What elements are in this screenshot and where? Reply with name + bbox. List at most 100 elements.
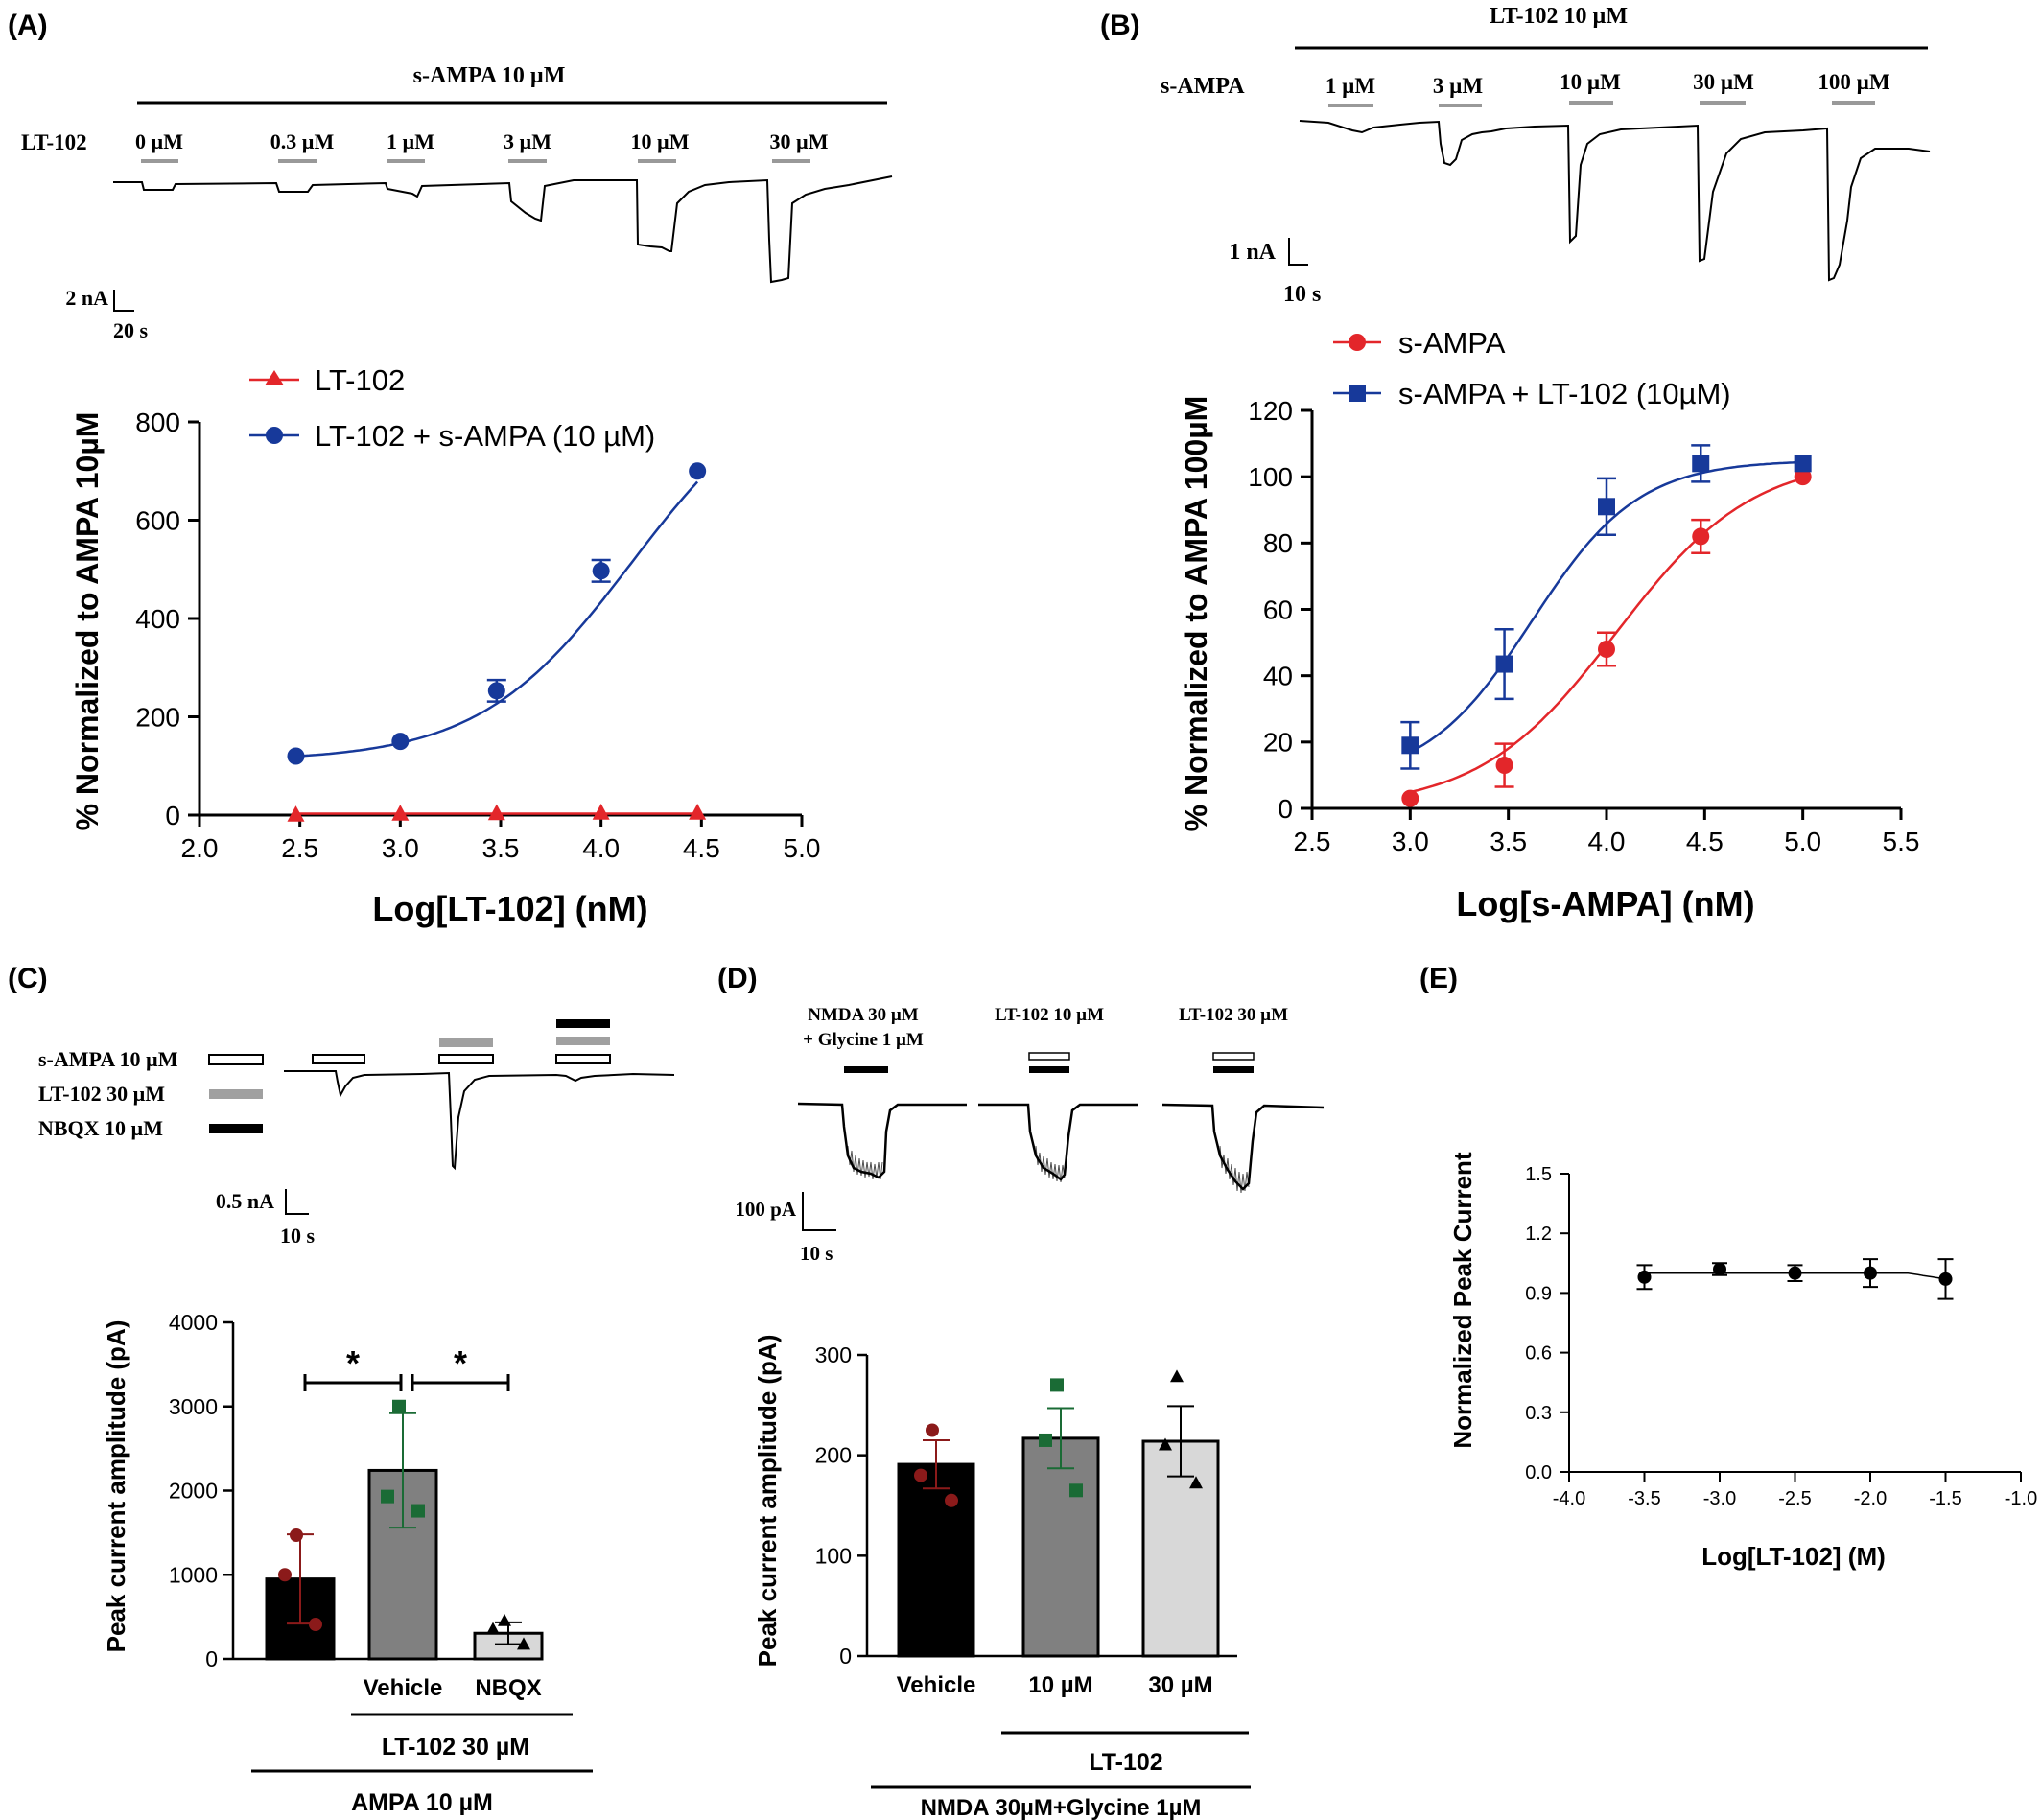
data-point — [1598, 641, 1615, 658]
panel-a-conc-label: 1 µM — [387, 129, 434, 153]
data-point — [309, 1618, 322, 1632]
legend-swatch-nbqx — [209, 1124, 263, 1133]
panel-b-scale-bar: 1 nA 10 s — [1229, 238, 1321, 307]
data-point — [1050, 1378, 1064, 1392]
data-point — [381, 1489, 394, 1504]
significance-star: * — [346, 1343, 360, 1383]
panel-d-condition-label: LT-102 10 µM — [995, 1005, 1104, 1025]
scale-bar — [113, 290, 134, 312]
panel-c-legend-label: LT-102 30 µM — [38, 1082, 165, 1106]
error-bar — [1047, 1407, 1074, 1470]
x-tick-label: 4.5 — [1686, 827, 1724, 856]
y-axis-label: % Normalized to AMPA 10µM — [70, 412, 105, 831]
scale-bar — [1288, 238, 1308, 266]
group-label: LT-102 30 µM — [382, 1734, 529, 1761]
stim-bar-nbqx — [556, 1019, 610, 1028]
y-tick-label: 0 — [839, 1644, 852, 1668]
x-tick-label: 4.0 — [1588, 827, 1626, 856]
data-point — [486, 1622, 500, 1635]
y-tick-label: 4000 — [169, 1310, 218, 1335]
panel-b-axes: 0 20 40 60 80 100 120 2.5 3.0 3.5 4.0 4.5 5.0 5.5 — [1248, 396, 1919, 856]
data-point — [487, 682, 505, 700]
panel-d-letter: (D) — [717, 963, 758, 994]
panel-b-agonist-label: LT-102 10 µM — [1490, 4, 1628, 29]
x-tick-label: -3.5 — [1628, 1488, 1660, 1509]
panel-a-conc-label: 3 µM — [504, 129, 551, 153]
data-point — [1495, 655, 1513, 673]
data-point — [1401, 736, 1419, 755]
error-bar — [389, 1412, 416, 1529]
data-point — [1159, 1437, 1172, 1451]
stim-bar-nmda — [1213, 1066, 1254, 1073]
y-axis-label: % Normalized to AMPA 100µM — [1179, 396, 1213, 832]
y-tick-label: 600 — [135, 505, 180, 535]
panel-e-axes: 0.0 0.3 0.6 0.9 1.2 1.5 -4.0 -3.5 -3.0 -2.5 -2.0 -1… — [1525, 1164, 2037, 1509]
panel-a-agonist-label: s-AMPA 10 µM — [413, 63, 566, 88]
data-point — [287, 747, 305, 765]
y-tick-label: 0.3 — [1525, 1403, 1552, 1424]
panel-d-bars: Vehicle 10 µM 30 µM — [897, 1369, 1220, 1698]
y-tick-label: 1000 — [169, 1562, 218, 1587]
legend-circle-marker — [1349, 334, 1366, 351]
data-point — [1637, 1270, 1652, 1284]
x-tick-label: -2.0 — [1854, 1488, 1887, 1509]
data-point — [689, 462, 707, 480]
panel-d-condition-label: + Glycine 1 µM — [803, 1030, 924, 1050]
legend-circle-marker — [266, 427, 283, 444]
data-point — [1794, 468, 1812, 486]
category-label: Vehicle — [364, 1675, 443, 1701]
group-label: LT-102 — [1089, 1749, 1162, 1776]
panel-c-bars: Vehicle NBQX — [265, 1399, 544, 1701]
significance-bracket — [411, 1374, 510, 1391]
stim-bar-lt102 — [439, 1038, 493, 1047]
legend-swatch-lt102 — [209, 1089, 263, 1099]
panel-a-conc-label: 0 µM — [135, 129, 183, 153]
data-point — [1189, 1476, 1203, 1489]
category-label: NBQX — [475, 1675, 541, 1701]
panel-a-axes: 0 200 400 600 800 2.0 2.5 3.0 3.5 4.0 4.5 5.0 — [135, 408, 820, 863]
y-tick-label: 0 — [205, 1646, 218, 1671]
data-point — [1598, 498, 1615, 516]
panel-b-legend: s-AMPA s-AMPA + LT-102 (10µM) — [1333, 326, 1731, 410]
scale-time-label: 10 s — [1283, 282, 1321, 307]
fit-curve — [295, 480, 699, 758]
data-point — [592, 562, 610, 580]
x-tick-label: -4.0 — [1553, 1488, 1585, 1509]
significance-bracket — [303, 1374, 403, 1391]
panel-d-trace-noise — [847, 1145, 1250, 1194]
x-tick-label: -1.5 — [1929, 1488, 1961, 1509]
error-bar — [1167, 1405, 1194, 1478]
legend-label: s-AMPA + LT-102 (10µM) — [1398, 377, 1731, 410]
x-axis-label: Log[LT-102] (nM) — [372, 889, 647, 928]
y-tick-label: 800 — [135, 408, 180, 437]
panel-b-current-trace — [1299, 120, 1931, 282]
panel-a-trace: (A) s-AMPA 10 µM LT-102 0 µM 0.3 µM 1 µM… — [8, 10, 893, 342]
data-point — [1864, 1266, 1877, 1280]
scale-current-label: 100 pA — [735, 1198, 796, 1221]
panel-b-conc-label: 30 µM — [1693, 70, 1754, 94]
y-tick-label: 200 — [135, 702, 180, 732]
panel-b-points — [1400, 444, 1812, 807]
x-axis-label: Log[LT-102] (M) — [1701, 1542, 1886, 1571]
category-label: Vehicle — [897, 1672, 976, 1698]
data-point — [391, 733, 410, 751]
panel-a-points — [287, 462, 707, 822]
y-tick-label: 0 — [165, 801, 180, 830]
x-tick-label: 4.5 — [683, 833, 720, 863]
panel-a-conc-label: 10 µM — [631, 129, 690, 153]
x-tick-label: -1.0 — [2005, 1488, 2037, 1509]
data-point — [1692, 455, 1710, 473]
data-point — [392, 1399, 406, 1413]
trace-segment — [978, 1103, 1138, 1181]
x-tick-label: 2.5 — [1294, 827, 1331, 856]
legend-label: LT-102 — [315, 363, 405, 397]
y-tick-label: 100 — [815, 1543, 852, 1568]
scale-time-label: 10 s — [800, 1242, 833, 1265]
x-tick-label: 3.5 — [1490, 827, 1527, 856]
y-tick-label: 300 — [815, 1342, 852, 1367]
y-tick-label: 2000 — [169, 1479, 218, 1504]
panel-c-significance: * * — [303, 1343, 510, 1391]
scale-bar — [802, 1192, 836, 1231]
panel-a-scale-bar: 2 nA 20 s — [65, 286, 148, 342]
y-tick-label: 0.0 — [1525, 1462, 1552, 1483]
